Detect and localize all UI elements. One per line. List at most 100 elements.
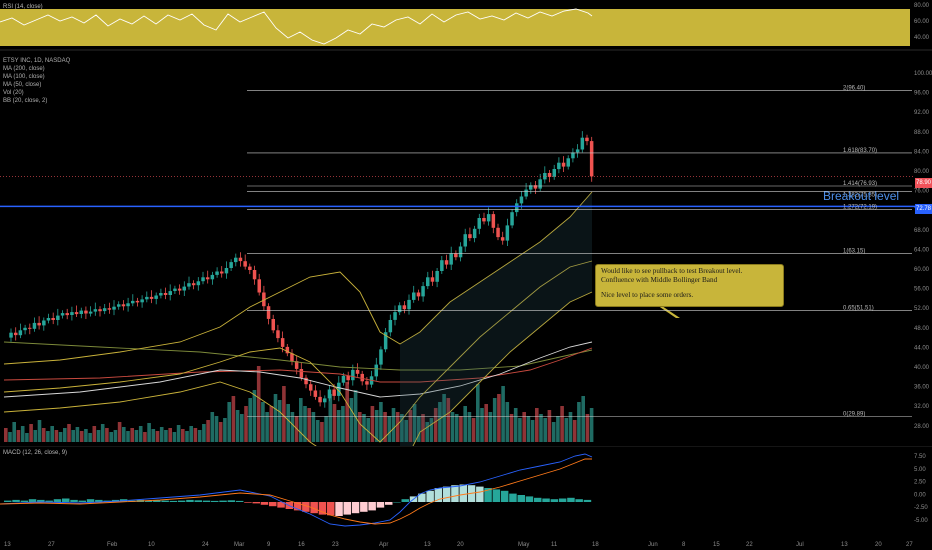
- macd-hist-bar: [500, 490, 509, 502]
- candle-body: [32, 322, 37, 329]
- macd-hist-bar: [12, 499, 20, 502]
- macd-hist-bar: [227, 500, 236, 502]
- volume-bar: [282, 386, 286, 442]
- macd-hist-bar: [401, 499, 409, 502]
- candle-body: [486, 214, 491, 222]
- candle-body: [131, 300, 135, 304]
- volume-bar: [408, 410, 413, 442]
- macd-hist-bar: [302, 502, 310, 512]
- fib-label: 2(96.40): [843, 86, 865, 92]
- candle-body: [585, 137, 589, 142]
- candle-body: [271, 319, 275, 331]
- rsi-band: [0, 9, 910, 46]
- candle-body: [332, 389, 336, 396]
- volume-bar: [353, 390, 358, 442]
- price-chart-pane[interactable]: 2(96.40) 1.618(83.70) 1.414(76.93) 1.382(75…: [0, 52, 932, 446]
- fib-label: 0.65(51.51): [843, 306, 874, 312]
- candle-body: [407, 299, 411, 310]
- candle-body: [472, 228, 477, 239]
- macd-hist-bar: [385, 502, 393, 505]
- indicator-bb[interactable]: BB (20, close, 2): [3, 98, 48, 104]
- volume-bar: [172, 432, 177, 442]
- candle-body: [135, 300, 140, 303]
- candle-body: [266, 306, 271, 319]
- candle-body: [543, 173, 547, 180]
- volume-bar: [63, 428, 67, 442]
- volume-bar: [370, 406, 375, 442]
- macd-hist-bar: [376, 502, 385, 508]
- candle-body: [505, 225, 510, 241]
- volume-bar: [244, 406, 248, 442]
- volume-bar: [122, 427, 126, 442]
- candle-body: [477, 218, 481, 229]
- time-axis-tick: 20: [457, 542, 464, 548]
- candle-body: [126, 303, 130, 307]
- candle-body: [238, 257, 243, 262]
- macd-line: [0, 453, 593, 527]
- volume-bar: [315, 420, 320, 442]
- time-axis-tick: 23: [332, 542, 339, 548]
- candle-body: [294, 361, 299, 369]
- volume-bar: [366, 418, 370, 442]
- rsi-pane[interactable]: RSI (14, close) 80.00 60.00 40.00: [0, 0, 932, 52]
- volume-bar: [71, 430, 75, 442]
- macd-hist-bar: [343, 502, 351, 515]
- macd-hist-bar: [20, 500, 29, 502]
- volume-bar: [286, 404, 290, 442]
- volume-bar: [265, 412, 269, 442]
- macd-hist-bar: [575, 499, 583, 502]
- volume-bar: [400, 414, 404, 442]
- candle-body: [65, 313, 69, 316]
- macd-hist-bar: [434, 488, 443, 502]
- candle-body: [168, 291, 172, 295]
- volume-bar: [130, 428, 134, 442]
- time-axis-tick: 27: [906, 542, 913, 548]
- candle-body: [46, 318, 51, 321]
- macd-hist-bar: [78, 500, 86, 502]
- candle-body: [337, 382, 341, 396]
- macd-pane[interactable]: MACD (12, 26, close, 9) 7.50 5.00 2.50 0.00…: [0, 446, 932, 536]
- macd-hist-bar: [318, 502, 327, 515]
- macd-hist-bar: [534, 497, 542, 502]
- candle-body: [14, 332, 18, 336]
- volume-bar: [332, 404, 337, 442]
- volume-bar: [433, 408, 438, 442]
- macd-hist-bar: [194, 500, 202, 502]
- candle-body: [196, 281, 201, 286]
- volume-bars: [4, 366, 594, 442]
- time-axis-tick: Feb: [107, 542, 118, 548]
- macd-hist-bar: [351, 502, 360, 514]
- callout-line-3: Nice level to place some orders.: [601, 291, 694, 299]
- price-axis-tick: 96.00: [914, 91, 930, 97]
- price-axis-tick: 92.00: [914, 110, 930, 116]
- candle-body: [107, 308, 112, 310]
- macd-hist-bar: [492, 489, 501, 502]
- price-axis-tick: 52.00: [914, 306, 930, 312]
- callout-note[interactable]: Would like to see pullback to test Break…: [595, 264, 784, 307]
- volume-bar: [412, 404, 417, 442]
- indicator-ma200[interactable]: MA (200, close): [3, 66, 45, 72]
- macd-signal-line: [0, 458, 592, 525]
- volume-bar: [320, 422, 324, 442]
- candle-body: [112, 306, 116, 310]
- macd-hist-bar: [177, 500, 186, 502]
- macd-hist-bar: [476, 486, 484, 502]
- macd-hist-bar: [310, 502, 318, 514]
- macd-hist-bar: [368, 502, 376, 511]
- candle-body: [18, 330, 23, 336]
- indicator-vol[interactable]: Vol (20): [3, 90, 24, 96]
- volume-bar: [391, 408, 396, 442]
- bb-lower-line: [3, 291, 593, 446]
- volume-bar: [88, 433, 92, 442]
- macd-hist-bar: [567, 497, 575, 502]
- candle-body: [379, 349, 383, 365]
- indicator-ma100[interactable]: MA (100, close): [3, 74, 45, 80]
- volume-bar: [25, 433, 29, 442]
- macd-hist-bar: [4, 500, 12, 502]
- rsi-line: [0, 8, 593, 45]
- volume-bar: [126, 431, 130, 442]
- candle-body: [360, 373, 364, 382]
- indicator-ma50[interactable]: MA (50, close): [3, 82, 42, 88]
- candle-body: [304, 377, 308, 385]
- candle-body: [60, 313, 65, 316]
